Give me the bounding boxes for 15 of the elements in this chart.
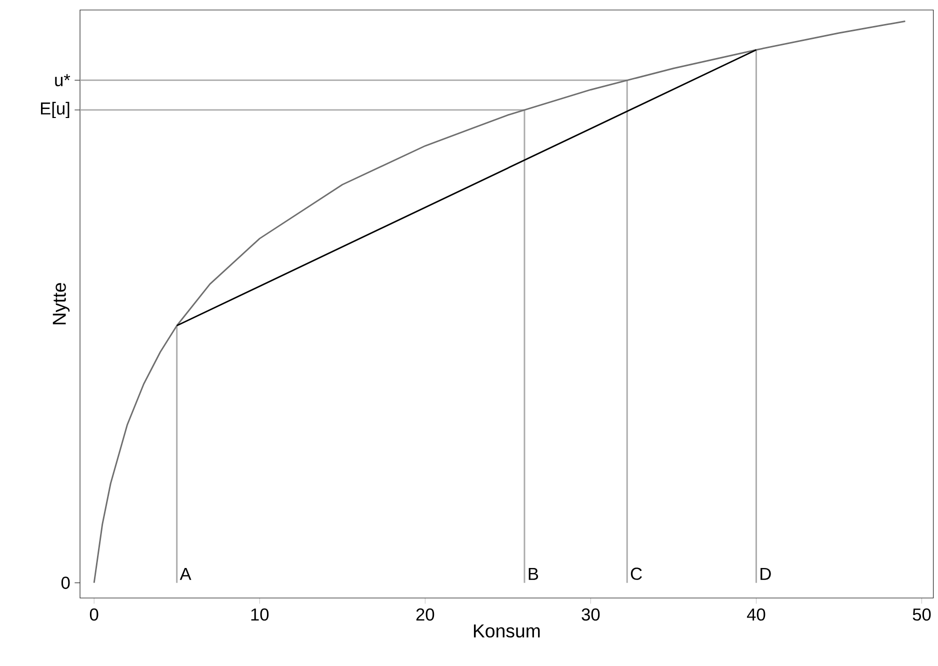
annotation: A xyxy=(180,568,192,580)
x-tick-label: 0 xyxy=(90,608,98,621)
text: 0 xyxy=(61,576,70,589)
annotation: D xyxy=(760,568,771,580)
annotation: C xyxy=(630,568,642,580)
x-tick-label: 10 xyxy=(251,608,269,621)
x-axis-title: Konsum xyxy=(474,624,540,638)
x-tick-label: 30 xyxy=(582,608,600,621)
annotation: B xyxy=(528,568,538,580)
x-tick-label: 20 xyxy=(416,608,434,621)
annotation: E[u] xyxy=(40,102,70,118)
y-axis-title: Nytte xyxy=(52,283,70,324)
x-tick-label: 50 xyxy=(912,608,931,621)
x-tick-label: 40 xyxy=(746,608,766,621)
annotation: u* xyxy=(55,74,70,86)
